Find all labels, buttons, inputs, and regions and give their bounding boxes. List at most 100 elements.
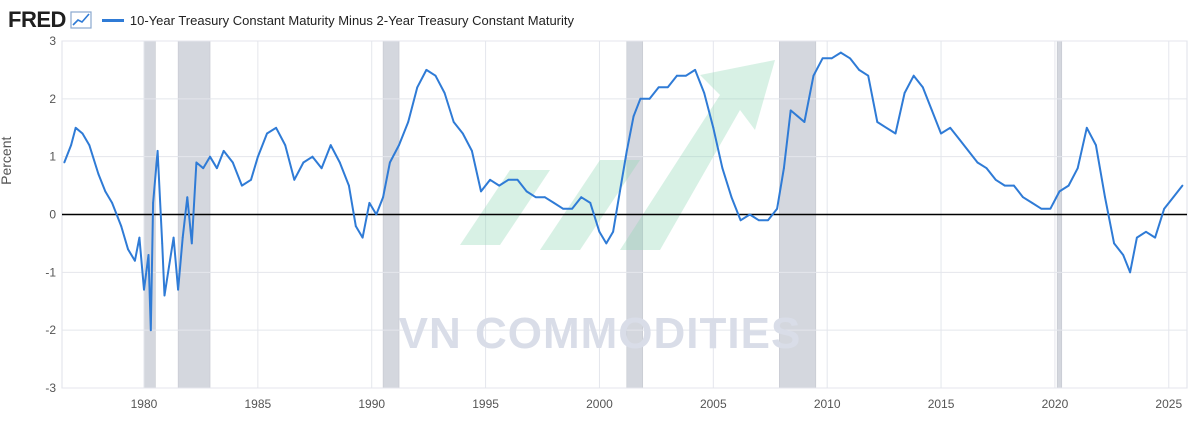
data-point [958, 138, 961, 141]
data-point [81, 132, 84, 135]
data-point [894, 132, 897, 135]
data-point [776, 207, 778, 210]
y-tick-label: 2 [49, 92, 56, 106]
data-point [940, 132, 942, 135]
data-point [1163, 207, 1166, 210]
x-tick-label: 2025 [1155, 397, 1182, 411]
data-point [293, 178, 296, 181]
data-point [712, 126, 715, 129]
data-point [88, 144, 91, 147]
data-point [1113, 242, 1116, 245]
data-point [849, 57, 851, 60]
data-point [138, 236, 141, 239]
data-point [215, 167, 218, 170]
data-point [1049, 207, 1052, 210]
data-point [498, 184, 501, 187]
data-point [375, 213, 378, 216]
series-line [63, 51, 1184, 332]
x-tick-label: 1990 [358, 397, 385, 411]
data-point [275, 126, 277, 129]
data-point [985, 167, 988, 170]
data-point [222, 149, 225, 152]
legend-label: 10-Year Treasury Constant Maturity Minus… [129, 12, 575, 28]
data-point [619, 190, 621, 193]
data-point [949, 126, 952, 129]
data-point [1129, 271, 1131, 274]
data-point [480, 190, 482, 193]
data-point [302, 161, 305, 164]
fred-chart-icon [70, 11, 92, 29]
data-point [163, 294, 166, 297]
data-point [1022, 196, 1024, 199]
data-point [632, 115, 635, 118]
data-point [721, 167, 724, 170]
data-point [471, 149, 473, 152]
data-point [147, 254, 150, 256]
watermark-text: VN COMMODITIES [399, 309, 802, 358]
data-point [839, 51, 842, 54]
data-point [231, 161, 234, 164]
data-point [507, 178, 510, 181]
data-point [580, 196, 583, 199]
y-tick-label: 3 [49, 34, 56, 48]
data-point [830, 57, 833, 60]
data-point [311, 155, 314, 158]
data-point [1145, 230, 1147, 233]
x-tick-label: 2000 [586, 397, 613, 411]
data-point [534, 196, 537, 199]
data-point [657, 86, 660, 89]
data-point [994, 178, 997, 181]
data-point [389, 161, 391, 164]
data-point [666, 86, 669, 89]
data-point [354, 225, 357, 227]
data-point [553, 202, 555, 204]
data-point [149, 329, 152, 332]
data-point [489, 178, 492, 181]
data-point [625, 149, 628, 152]
data-point [168, 265, 170, 268]
fred-logo[interactable]: FRED [8, 7, 66, 32]
y-tick-label: 0 [49, 208, 56, 222]
x-tick-label: 1985 [244, 397, 271, 411]
data-point [903, 92, 906, 94]
data-point [1172, 196, 1175, 199]
data-point [730, 196, 733, 199]
data-point [703, 92, 706, 94]
data-point [796, 115, 799, 118]
data-point [1154, 236, 1157, 239]
data-point [348, 184, 350, 187]
data-point [1013, 184, 1015, 187]
data-point [598, 230, 601, 233]
legend: 10-Year Treasury Constant Maturity Minus… [101, 12, 575, 28]
data-point [525, 190, 528, 193]
data-point [133, 259, 136, 262]
data-point [589, 202, 592, 204]
data-point [407, 121, 410, 123]
data-point [789, 109, 792, 112]
data-point [516, 178, 519, 181]
data-point [209, 155, 211, 158]
data-point [161, 242, 164, 245]
data-point [63, 161, 66, 164]
data-point [329, 144, 332, 147]
data-point [156, 149, 159, 152]
data-point [266, 132, 268, 135]
data-point [858, 69, 860, 71]
data-point [461, 132, 464, 135]
data-point [1003, 184, 1006, 187]
legend-swatch [101, 18, 124, 22]
data-point [648, 97, 651, 100]
data-point [127, 248, 129, 251]
data-point [284, 144, 287, 147]
data-point [921, 86, 924, 89]
data-point [434, 74, 437, 77]
y-tick-label: 1 [49, 150, 56, 164]
y-tick-label: -3 [45, 381, 56, 395]
data-point [1135, 236, 1138, 239]
data-point [803, 121, 806, 123]
data-point [812, 74, 815, 77]
data-point [398, 144, 400, 147]
data-point [543, 196, 546, 199]
watermark-stroke [460, 170, 550, 245]
data-point [425, 69, 428, 71]
